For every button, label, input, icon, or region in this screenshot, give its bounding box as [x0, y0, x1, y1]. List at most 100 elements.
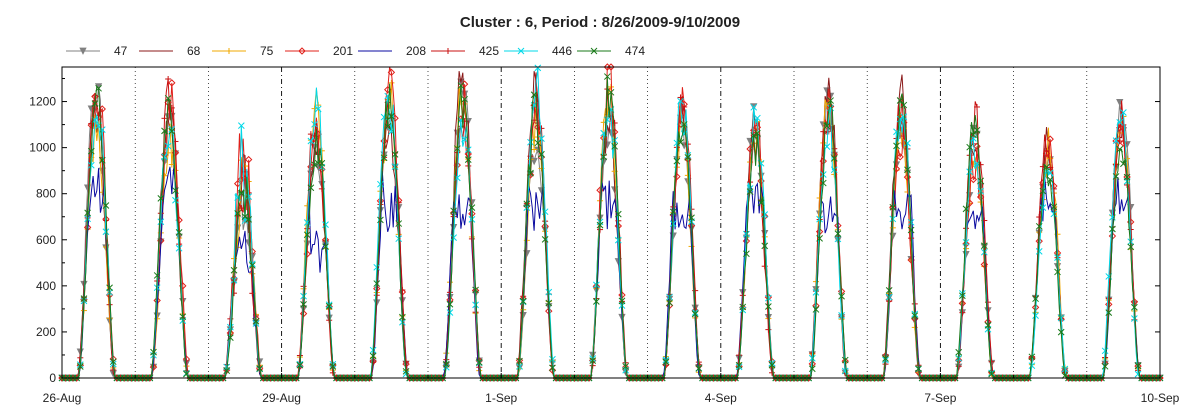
data-point-446: [1112, 137, 1120, 144]
data-point-446: [300, 292, 307, 300]
data-point-446: [593, 281, 600, 289]
data-point-474: [830, 155, 838, 162]
data-point-474-b: [307, 184, 315, 192]
data-point-474: [966, 143, 974, 151]
data-point-474-b: [464, 156, 472, 163]
data-point-474-b: [153, 272, 161, 279]
data-point-474: [252, 317, 260, 325]
data-point-425: [988, 358, 995, 365]
x-tick-label: 7-Sep: [924, 391, 956, 405]
data-point-75: [457, 98, 464, 105]
data-point-474: [303, 231, 311, 239]
data-point-474: [955, 348, 963, 356]
data-point-201: [969, 175, 978, 184]
data-point-474: [889, 203, 897, 211]
data-point-474: [977, 177, 985, 185]
data-point-474-b: [1134, 362, 1142, 370]
data-point-474: [530, 91, 538, 99]
data-point-474: [175, 228, 183, 236]
data-point-446: [823, 143, 831, 150]
data-point-474-b: [545, 299, 553, 307]
data-point-474: [907, 226, 915, 234]
data-point-446: [743, 230, 750, 238]
data-point-446: [1046, 169, 1054, 177]
data-point-474-b: [808, 365, 816, 373]
legend-item-201: 201: [285, 44, 353, 58]
data-point-474: [911, 312, 919, 319]
data-point-446-b: [816, 215, 823, 223]
data-point-446-b: [402, 370, 410, 378]
data-point-474: [882, 355, 889, 362]
data-point-446-b: [237, 122, 245, 130]
data-point-446: [545, 288, 553, 296]
data-point-446-b: [603, 116, 611, 124]
data-point-474-b: [761, 242, 769, 250]
data-point-425: [326, 317, 333, 324]
data-point-446-b: [373, 263, 381, 271]
data-point-425: [739, 292, 746, 299]
data-point-474: [618, 297, 626, 305]
x-tick-label: 10-Sep: [1141, 391, 1180, 405]
data-point-474-b: [300, 301, 307, 308]
data-point-446: [677, 97, 684, 105]
data-point-474: [95, 84, 102, 92]
data-point-425: [1120, 121, 1127, 128]
data-point-474-b: [885, 287, 893, 294]
data-point-446: [172, 196, 179, 204]
data-point-446-b: [227, 323, 234, 331]
data-point-446: [966, 168, 974, 176]
data-point-474-b: [150, 348, 157, 356]
data-point-201: [387, 68, 396, 77]
data-point-474: [761, 242, 769, 250]
data-point-474-b: [98, 156, 106, 164]
legend-label-75: 75: [260, 44, 274, 58]
data-point-474-b: [442, 360, 450, 368]
legend-item-47: 47: [66, 44, 128, 58]
data-point-474-b: [402, 367, 410, 375]
data-point-474-b: [472, 286, 479, 294]
data-point-474: [1109, 225, 1116, 233]
data-point-474-b: [1123, 173, 1131, 181]
data-point-474: [823, 122, 831, 130]
data-point-474-b: [388, 112, 395, 120]
data-point-474: [885, 287, 893, 294]
data-point-474-b: [600, 153, 608, 161]
data-point-446-b: [823, 143, 831, 150]
legend-label-446: 446: [552, 44, 572, 58]
data-point-474-b: [827, 97, 834, 104]
data-point-446-b: [527, 138, 534, 146]
data-point-474: [841, 356, 849, 364]
data-point-474: [395, 220, 403, 227]
data-point-474: [1120, 160, 1127, 168]
data-point-474: [915, 365, 922, 373]
data-point-474: [172, 187, 179, 194]
data-point-446: [1032, 312, 1039, 319]
data-point-474: [519, 297, 527, 305]
data-point-474-b: [541, 235, 549, 243]
legend-label-425: 425: [479, 44, 499, 58]
data-point-446: [750, 103, 758, 111]
data-point-474: [541, 235, 549, 243]
data-point-474: [91, 100, 99, 108]
data-point-474: [256, 365, 263, 372]
data-point-474: [1050, 203, 1058, 211]
data-point-446-b: [541, 208, 549, 216]
legend-marker-474-b: [590, 47, 598, 55]
data-point-446: [816, 215, 823, 223]
data-point-474-b: [241, 213, 249, 220]
data-point-446: [380, 113, 388, 121]
data-point-474-b: [959, 292, 966, 300]
data-point-446-b: [904, 139, 911, 147]
data-point-201: [244, 155, 253, 164]
data-point-446-b: [534, 64, 542, 72]
data-point-474-b: [475, 358, 483, 366]
data-point-474-b: [838, 292, 845, 300]
data-point-474-b: [109, 358, 117, 366]
data-point-446: [472, 301, 479, 309]
data-point-474-b: [95, 84, 102, 92]
data-point-446-b: [1131, 315, 1138, 322]
data-point-446-b: [377, 180, 384, 188]
data-point-425: [329, 369, 336, 376]
data-point-474-b: [911, 312, 919, 319]
data-point-474-b: [746, 188, 754, 195]
